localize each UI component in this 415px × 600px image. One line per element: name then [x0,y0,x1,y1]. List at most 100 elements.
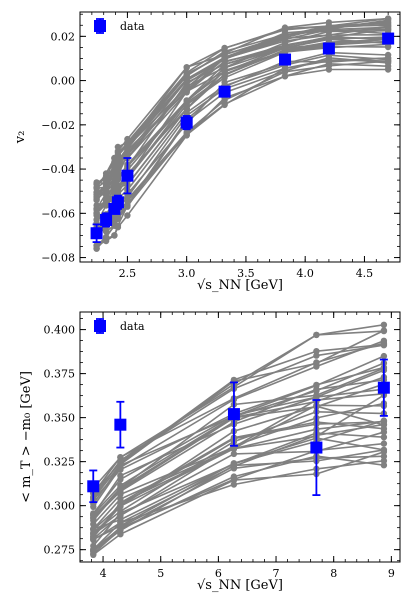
y-tick-label: 0.325 [44,456,76,469]
data-point [218,85,231,98]
data-point [180,116,193,129]
model-point [93,242,100,249]
x-tick-label: 4.0 [296,267,314,280]
model-point [114,167,122,174]
model-point [90,535,97,543]
data-point [100,213,113,226]
plot-frame [79,311,401,563]
model-point [114,159,122,166]
model-point [102,181,110,188]
model-point [325,31,333,39]
y-tick-label: −0.02 [41,119,75,132]
y-axis-label: < m_T > −m₀ [GeV] [19,371,34,503]
legend-label: data [120,20,145,33]
data-point [90,227,103,240]
model-point [380,321,388,328]
model-curve [96,29,389,196]
model-point [114,149,122,156]
data-series [87,358,390,504]
model-point [183,87,190,95]
legend-label: data [120,320,145,333]
data-point [279,53,292,66]
model-curve [95,25,389,199]
x-tick-label: 4.5 [356,267,374,280]
model-curve [96,17,389,185]
model-point [325,56,333,64]
model-point [230,450,238,458]
model-point [221,49,228,57]
model-point [111,222,118,229]
model-point [183,72,190,79]
legend: data [94,18,145,34]
x-tick-label: 6 [215,567,222,580]
x-axis-label: √s_NN [GeV] [197,278,283,293]
model-point [313,348,320,355]
model-point [114,184,122,192]
data-point [87,480,100,493]
model-point [380,457,388,464]
y-tick-label: 0.300 [44,500,76,513]
model-point [117,519,124,526]
model-point [325,19,333,26]
data-point [111,196,124,209]
model-point [117,503,124,510]
model-point [117,488,124,495]
model-point [117,462,124,469]
data-point [382,32,395,45]
model-point [102,233,110,241]
x-tick-label: 3.5 [237,267,255,280]
model-point [221,55,228,62]
model-point [93,209,100,217]
legend-marker [94,320,106,332]
model-point [183,83,190,90]
x-tick-label: 4 [100,567,107,580]
model-point [380,421,388,428]
model-point [183,109,190,116]
model-curve [95,43,389,214]
model-curve [96,26,389,194]
model-point [380,448,388,456]
model-curve [96,56,389,234]
model-point [111,232,118,239]
model-curve [96,68,389,250]
model-point [313,352,320,359]
model-point [117,454,124,461]
model-point [380,428,388,436]
model-point [221,68,228,75]
y-tick-label: 0.02 [51,30,76,43]
y-tick-label: −0.06 [41,207,75,220]
y-tick-label: −0.04 [41,163,75,176]
model-point [93,184,100,191]
y-tick-label: 0.350 [44,412,76,425]
model-curve [95,38,389,215]
data-point [227,408,240,421]
model-point [124,203,131,210]
model-point [281,24,289,31]
model-point [384,23,392,30]
model-point [90,510,97,517]
model-point [221,101,228,109]
model-curve [96,62,389,247]
plot-frame [79,11,401,263]
model-point [117,495,124,503]
data-point [121,169,134,182]
model-point [325,66,333,73]
x-tick-label: 9 [388,567,395,580]
model-curve [96,19,389,193]
model-point [313,359,320,366]
model-point [124,147,131,154]
model-point [90,530,97,538]
model-point [90,525,97,533]
model-point [90,548,97,555]
model-point [117,512,124,519]
model-point [124,198,131,205]
x-tick-label: 2.5 [119,267,137,280]
model-point [221,74,228,81]
data-point [114,418,127,431]
x-tick-label: 8 [330,567,337,580]
y-tick-label: −0.08 [41,252,75,265]
model-point [230,445,238,452]
x-tick-label: 3.0 [178,267,196,280]
data-series [90,32,395,243]
